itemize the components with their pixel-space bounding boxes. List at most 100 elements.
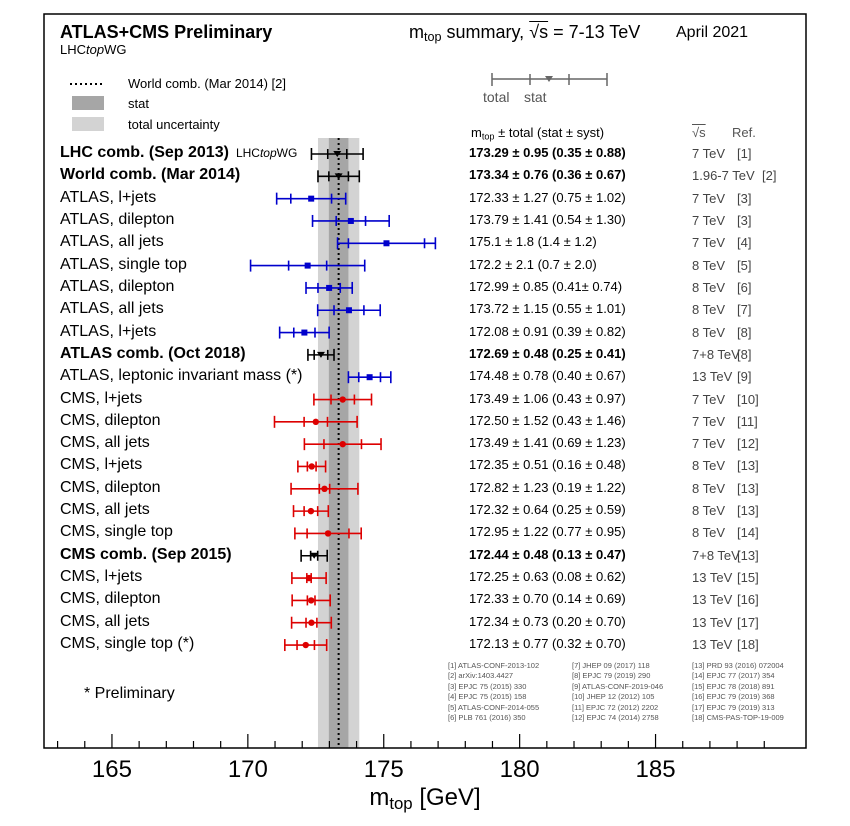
reference-item: [9] ATLAS-CONF-2019-046 bbox=[572, 681, 664, 691]
measurement-energy: 8 TeV bbox=[692, 503, 726, 519]
circle-marker bbox=[302, 641, 309, 649]
legend-stat-swatch bbox=[72, 96, 104, 110]
measurement-ref: [14] bbox=[737, 525, 759, 541]
x-tick-label: 180 bbox=[499, 756, 540, 783]
measurement-value: 172.44 ± 0.48 (0.13 ± 0.47) bbox=[469, 546, 626, 562]
measurement-value: 172.95 ± 1.22 (0.77 ± 0.95) bbox=[469, 524, 626, 540]
measurement-label: ATLAS, all jets bbox=[60, 300, 164, 318]
circle-marker bbox=[339, 396, 346, 403]
measurement-label: CMS, dilepton bbox=[60, 411, 161, 429]
measurement-energy: 7 TeV bbox=[692, 146, 726, 161]
measurement-ref: [17] bbox=[737, 614, 759, 630]
reference-item: [4] EPJC 75 (2015) 158 bbox=[448, 692, 527, 702]
measurement-label: CMS, l+jets bbox=[60, 568, 143, 586]
x-axis-ticks bbox=[56, 734, 765, 748]
circle-marker bbox=[307, 597, 315, 604]
measurement-row-bar bbox=[317, 170, 361, 183]
reference-item: [18] CMS-PAS-TOP-19-009 bbox=[692, 713, 784, 723]
measurement-label: ATLAS, single top bbox=[60, 255, 187, 273]
measurement-ref: [12] bbox=[737, 436, 759, 452]
circle-marker bbox=[324, 530, 332, 537]
legend-errorbar-example bbox=[491, 73, 608, 86]
reference-item: [7] JHEP 09 (2017) 118 bbox=[572, 661, 650, 670]
measurement-ref: [8] bbox=[737, 346, 752, 362]
measurement-label: CMS, single top bbox=[60, 523, 173, 541]
measurement-value: 173.72 ± 1.15 (0.55 ± 1.01) bbox=[469, 301, 626, 317]
measurement-label: CMS, all jets bbox=[60, 434, 150, 452]
legend-stat-label: stat bbox=[128, 96, 149, 111]
reference-item: [2] arXiv:1403.4427 bbox=[448, 671, 514, 681]
references-col-3: [13] PRD 93 (2016) 072004 [14] EPJC 77 (… bbox=[692, 661, 784, 723]
measurement-row-bar bbox=[310, 148, 364, 160]
measurement-label: CMS, dilepton bbox=[60, 590, 161, 608]
measurement-ref: [3] bbox=[737, 212, 752, 228]
measurement-value: 172.82 ± 1.23 (0.19 ± 1.22) bbox=[469, 479, 626, 495]
x-tick-label: 175 bbox=[363, 756, 404, 783]
measurement-value: 175.1 ± 1.8 (1.4 ± 1.2) bbox=[469, 234, 597, 250]
measurement-label: ATLAS, l+jets bbox=[60, 188, 157, 206]
measurement-ref: [8] bbox=[737, 324, 752, 340]
measurement-label: CMS, l+jets bbox=[60, 389, 143, 407]
measurement-row-bar bbox=[294, 527, 362, 540]
measurement-ref: [18] bbox=[737, 637, 759, 653]
square-marker bbox=[326, 284, 333, 291]
measurement-row-bar bbox=[347, 371, 392, 384]
measurement-label: ATLAS comb. (Oct 2018) bbox=[60, 344, 246, 362]
reference-item: [17] EPJC 79 (2019) 313 bbox=[692, 702, 775, 712]
value-column-header: mtop ± total (stat ± syst) bbox=[471, 125, 605, 142]
reference-item: [12] EPJC 74 (2014) 2758 bbox=[572, 713, 659, 723]
measurement-ref: [2] bbox=[762, 168, 777, 184]
measurement-energy: 8 TeV bbox=[692, 458, 726, 474]
measurement-value: 172.69 ± 0.48 (0.25 ± 0.41) bbox=[469, 345, 626, 361]
measurement-energy: 13 TeV bbox=[692, 369, 733, 385]
plot-frame bbox=[43, 13, 807, 749]
reference-item: [14] EPJC 77 (2017) 354 bbox=[692, 671, 775, 681]
measurement-energy: 7 TeV bbox=[692, 436, 726, 452]
measurement-energy: 8 TeV bbox=[692, 480, 726, 496]
measurement-row-bar bbox=[307, 348, 335, 361]
measurement-row-bar bbox=[316, 304, 382, 317]
measurement-value: 173.29 ± 0.95 (0.35 ± 0.88) bbox=[469, 145, 626, 160]
measurement-energy: 7+8 TeV bbox=[692, 346, 740, 362]
circle-marker bbox=[312, 418, 319, 426]
measurement-value: 172.08 ± 0.91 (0.39 ± 0.82) bbox=[469, 323, 626, 339]
measurement-ref: [5] bbox=[737, 257, 752, 273]
square-marker bbox=[304, 262, 311, 269]
measurement-row-bar bbox=[311, 214, 390, 227]
measurement-row-bar bbox=[292, 505, 330, 518]
measurement-ref: [10] bbox=[737, 391, 759, 407]
measurement-label: CMS, l+jets bbox=[60, 456, 143, 474]
reference-item: [15] EPJC 78 (2018) 891 bbox=[692, 681, 775, 691]
measurement-row-bar bbox=[303, 438, 382, 451]
measurement-ref: [16] bbox=[737, 592, 759, 608]
measurement-energy: 7 TeV bbox=[692, 391, 726, 407]
references-col-2: [7] JHEP 09 (2017) 118 [8] EPJC 79 (2019… bbox=[572, 661, 663, 723]
lhctopwg-tag: LHCtopWG bbox=[235, 146, 298, 160]
measurement-row-bar bbox=[291, 594, 332, 607]
measurement-energy: 8 TeV bbox=[692, 257, 726, 273]
measurement-row-bar bbox=[275, 192, 347, 205]
measurement-value: 172.50 ± 1.52 (0.43 ± 1.46) bbox=[469, 412, 626, 428]
measurement-ref: [13] bbox=[737, 480, 759, 496]
ref-column-header: Ref. bbox=[732, 125, 756, 140]
square-marker bbox=[308, 195, 315, 202]
measurement-energy: 7 TeV bbox=[692, 413, 726, 429]
lhctopwg-label: LHCtopWG bbox=[60, 42, 127, 57]
square-marker bbox=[366, 374, 373, 381]
measurement-label: CMS, dilepton bbox=[60, 478, 161, 496]
preliminary-footnote: * Preliminary bbox=[84, 685, 175, 702]
legend-world-comb-label: World comb. (Mar 2014) [2] bbox=[128, 76, 286, 91]
measurement-value: 173.79 ± 1.41 (0.54 ± 1.30) bbox=[469, 211, 626, 227]
measurement-row-bar bbox=[291, 572, 327, 585]
measurement-ref: [4] bbox=[737, 235, 752, 251]
triangle-marker bbox=[333, 151, 342, 157]
measurement-row-bar bbox=[284, 639, 328, 652]
triangle-marker bbox=[316, 351, 325, 358]
legend-total-swatch bbox=[72, 117, 104, 131]
reference-item: [11] EPJC 72 (2012) 2202 bbox=[572, 702, 659, 712]
measurement-label: ATLAS, all jets bbox=[60, 233, 164, 251]
square-marker bbox=[347, 217, 354, 224]
measurement-ref: [1] bbox=[737, 146, 752, 161]
circle-marker bbox=[305, 574, 313, 582]
